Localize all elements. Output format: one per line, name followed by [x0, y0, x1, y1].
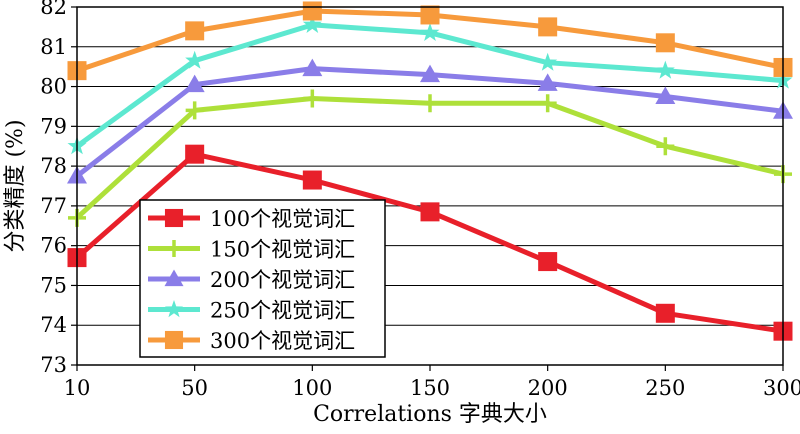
data-point [184, 74, 205, 93]
data-point [655, 303, 675, 323]
data-point [420, 22, 440, 41]
x-tick-label: 100 [292, 376, 332, 400]
data-point [538, 52, 558, 71]
data-point [302, 58, 323, 77]
y-tick-label: 77 [40, 194, 67, 218]
legend-marker [164, 269, 184, 287]
legend-label: 200个视觉词汇 [210, 268, 355, 292]
data-point [302, 14, 322, 33]
legend-label: 300个视觉词汇 [210, 329, 355, 353]
data-point [185, 101, 204, 120]
data-point [421, 94, 439, 113]
x-tick-label: 200 [528, 376, 568, 400]
x-tick-label: 150 [410, 376, 450, 400]
legend-marker [164, 330, 184, 350]
data-point [420, 64, 440, 83]
legend-item: 250个视觉词汇 [148, 299, 355, 323]
y-tick-label: 78 [40, 154, 67, 178]
x-tick-label: 250 [645, 376, 685, 400]
y-tick-label: 79 [40, 114, 67, 138]
data-point [655, 86, 676, 104]
data-point [302, 170, 322, 190]
x-axis-ticks: 10 50 100 150 200 250 300 [64, 365, 800, 400]
x-tick-label: 300 [763, 376, 800, 400]
data-point [537, 73, 558, 91]
legend-marker [164, 300, 184, 318]
data-point [420, 5, 440, 25]
y-tick-label: 81 [40, 35, 67, 59]
data-point [538, 252, 558, 272]
data-point [185, 144, 205, 164]
y-tick-label: 73 [40, 353, 67, 377]
data-point [655, 33, 675, 53]
x-tick-label: 10 [64, 376, 91, 400]
data-point [302, 1, 322, 21]
y-axis-title: 分类精度 (%) [3, 119, 28, 252]
legend-marker [164, 208, 184, 228]
data-point [303, 89, 322, 108]
data-point [185, 21, 205, 41]
legend: 100个视觉词汇 150个视觉词汇 200个视觉词汇 250个视觉词汇 300个视觉词汇 [139, 199, 386, 358]
legend-label: 150个视觉词汇 [210, 238, 355, 262]
data-point [538, 17, 558, 37]
y-axis-ticks: 73 74 75 76 77 78 79 80 81 82 [40, 0, 77, 377]
data-point [656, 137, 675, 156]
legend-item: 100个视觉词汇 [148, 207, 355, 231]
y-tick-label: 75 [40, 273, 67, 297]
data-point [538, 94, 557, 113]
data-point [655, 60, 675, 79]
x-axis-title: Correlations 字典大小 [313, 402, 547, 427]
y-tick-label: 82 [40, 0, 67, 19]
y-tick-label: 80 [40, 75, 67, 99]
y-tick-label: 76 [40, 234, 67, 258]
series-layer [67, 1, 793, 341]
legend-item: 300个视觉词汇 [148, 329, 355, 353]
y-tick-label: 74 [40, 313, 67, 337]
legend-marker [165, 239, 183, 258]
legend-label: 250个视觉词汇 [210, 299, 355, 323]
x-tick-label: 50 [181, 376, 208, 400]
legend-label: 100个视觉词汇 [210, 207, 355, 231]
legend-item: 150个视觉词汇 [148, 238, 355, 262]
series-1 [67, 144, 793, 341]
data-point [185, 50, 205, 69]
legend-item: 200个视觉词汇 [148, 268, 355, 292]
data-point [420, 202, 440, 222]
